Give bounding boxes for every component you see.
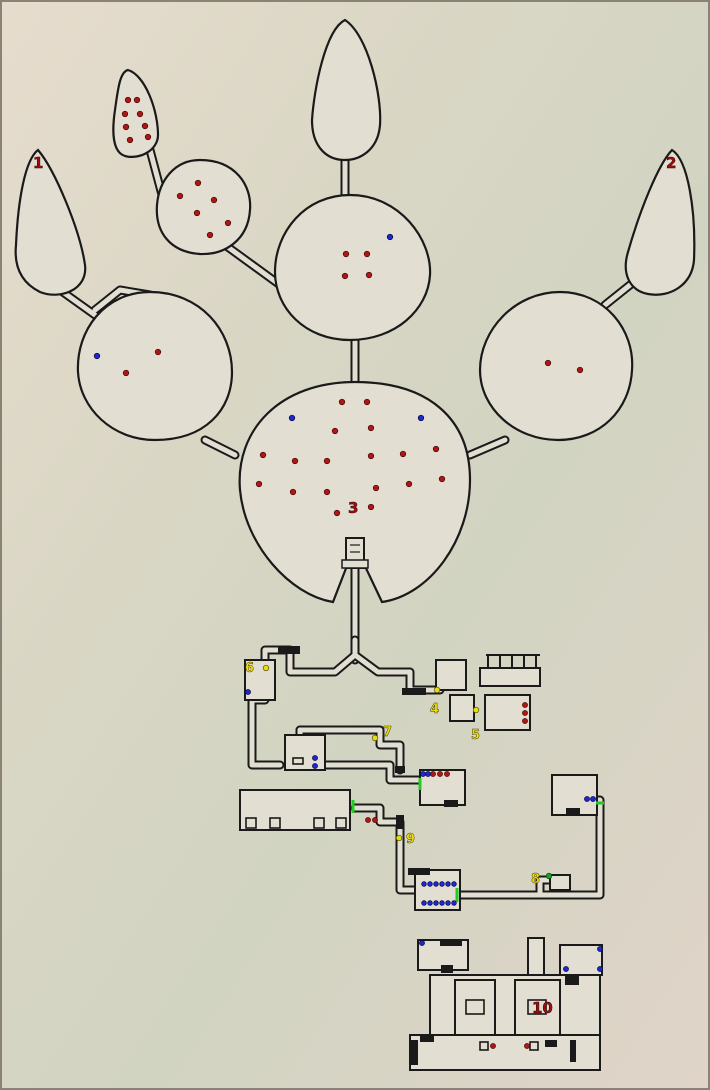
map-label-5: 5	[471, 728, 480, 743]
pillar-blocks	[245, 757, 347, 829]
map-label-6: 6	[245, 661, 254, 676]
wall-block	[408, 868, 430, 875]
markers-red	[121, 96, 584, 1049]
room-comb	[479, 667, 541, 687]
lower-blocks	[410, 940, 579, 1065]
map-label-1: 1	[33, 154, 43, 172]
markers-yellow	[262, 664, 480, 842]
map-label-10: 10	[532, 999, 553, 1017]
map-label-8: 8	[531, 872, 540, 887]
lower-pillars	[465, 999, 547, 1051]
hall-lower-east	[514, 979, 561, 1036]
room-northeast-a	[435, 659, 467, 691]
wall-block	[402, 688, 426, 695]
comb-teeth	[486, 654, 540, 668]
room-northeast-b	[449, 694, 475, 722]
cave-lobe-north	[310, 18, 382, 162]
room-center-west	[284, 734, 326, 771]
cave-chamber-east	[478, 290, 634, 442]
cave-chamber-west	[76, 290, 234, 442]
wall-block	[566, 808, 580, 815]
room-lower-north	[527, 937, 545, 979]
cave-lobe-2	[624, 148, 696, 296]
markers-green	[545, 872, 553, 880]
upper-cave-complex	[14, 18, 696, 665]
middle-dungeon	[239, 635, 605, 911]
wall-block	[396, 815, 404, 829]
wall-block	[444, 800, 458, 807]
map-label-9: 9	[406, 832, 415, 847]
map-label-7: 7	[383, 725, 392, 740]
map-label-4: 4	[430, 702, 439, 717]
wall-block	[278, 646, 300, 654]
map-labels: 1 2 3 4 5 6 7 8 9 10	[33, 154, 677, 1018]
cave-lobe-1	[14, 148, 87, 296]
map-label-2: 2	[666, 154, 676, 172]
room-pillars	[239, 789, 351, 831]
hall-lower-west	[454, 979, 496, 1036]
cave-chamber-upper	[273, 193, 432, 342]
cave-gate	[341, 537, 369, 569]
room-lower-south	[409, 1034, 601, 1071]
cave-chamber-small	[155, 158, 252, 256]
markers-blue	[93, 233, 603, 972]
room-8	[549, 874, 571, 891]
map-label-3: 3	[348, 499, 358, 517]
lower-dungeon	[409, 937, 603, 1071]
wall-block	[395, 766, 405, 773]
